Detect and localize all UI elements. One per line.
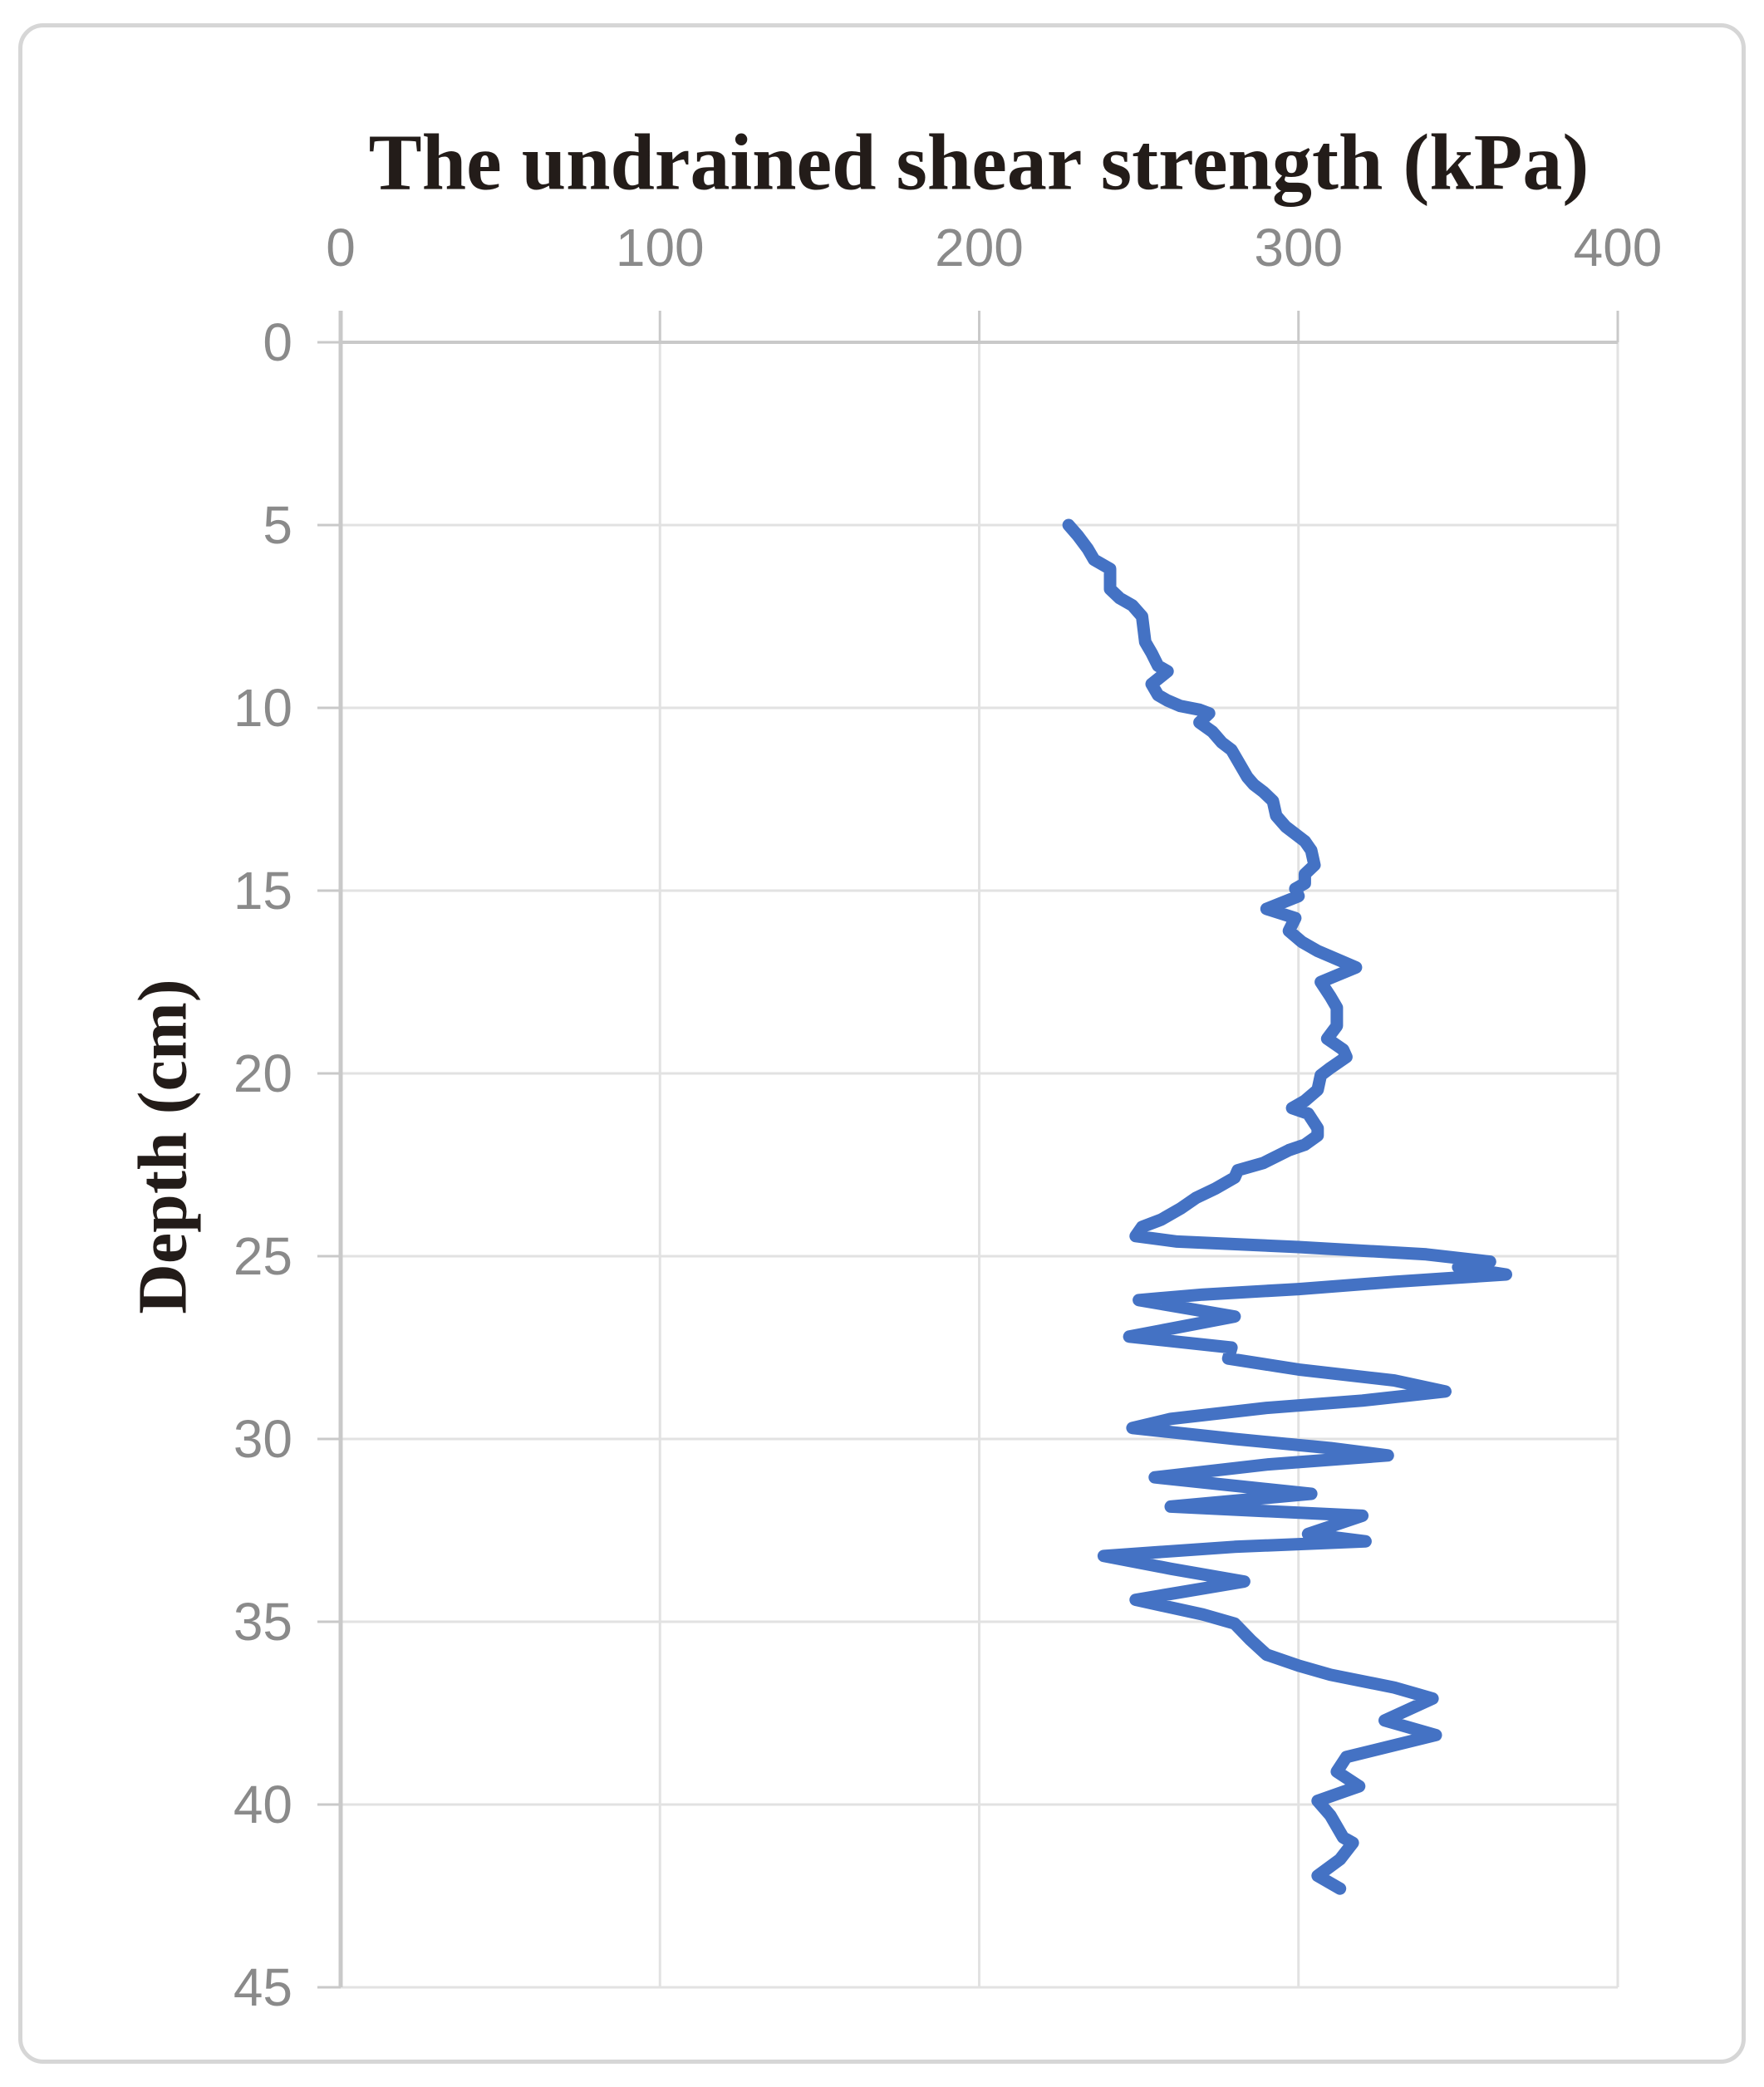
y-tick-label-0: 0 <box>263 312 292 372</box>
axis-lines <box>338 311 1618 1987</box>
x-tick-label-400: 400 <box>1573 218 1663 277</box>
y-tick-label-30: 30 <box>233 1409 292 1469</box>
y-tick-label-40: 40 <box>233 1775 292 1834</box>
y-tick-label-25: 25 <box>233 1226 292 1286</box>
y-tick-label-35: 35 <box>233 1592 292 1652</box>
chart-title: The undrained shear strength (kPa) <box>368 117 1590 207</box>
shear-strength-line-series <box>1062 518 1512 1895</box>
x-tick-label-200: 200 <box>935 218 1024 277</box>
x-tick-label-100: 100 <box>615 218 705 277</box>
y-tick-label-15: 15 <box>233 861 292 921</box>
y-tick-label-5: 5 <box>263 495 292 555</box>
x-tick-label-0: 0 <box>326 218 356 277</box>
y-axis-title: Depth (cm) <box>124 979 202 1314</box>
x-tick-label-300: 300 <box>1254 218 1344 277</box>
y-tick-label-45: 45 <box>233 1957 292 2017</box>
y-tick-label-10: 10 <box>233 678 292 738</box>
chart-outer-frame <box>18 23 1746 2064</box>
gridlines <box>341 342 1619 1989</box>
y-tick-label-20: 20 <box>233 1044 292 1103</box>
